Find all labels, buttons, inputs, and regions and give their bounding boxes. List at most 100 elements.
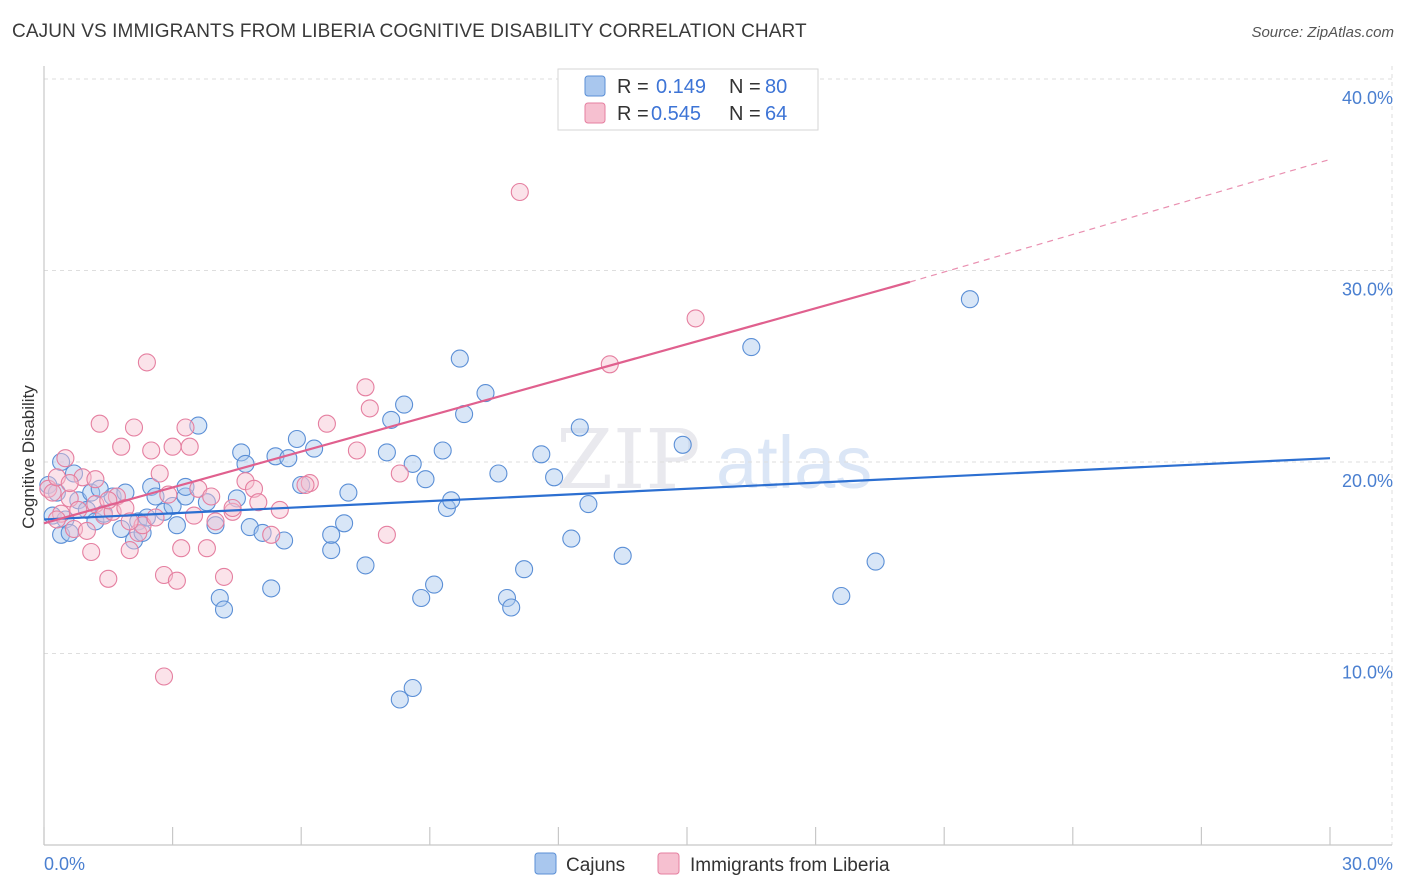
trend-line-liberia (43, 280, 911, 525)
point-liberia (167, 571, 186, 590)
point-cajun (866, 552, 885, 571)
point-liberia (377, 525, 396, 544)
point-liberia (137, 353, 156, 372)
trend-lines (43, 158, 1331, 525)
point-cajun (232, 443, 251, 462)
legend-r-label-liberia: R = (617, 103, 649, 125)
point-cajun (279, 449, 298, 468)
point-cajun (742, 338, 761, 357)
point-liberia (112, 437, 131, 456)
point-liberia (686, 309, 705, 328)
point-cajun (416, 470, 435, 489)
point-cajun (497, 588, 517, 608)
legend-r-value-liberia: 0.545 (651, 103, 701, 125)
point-cajun (476, 384, 495, 403)
data-points (39, 182, 979, 709)
point-liberia (43, 483, 62, 502)
point-cajun (64, 464, 84, 483)
axes: 10.0% 20.0% 30.0% 40.0% 0.0% 30.0% (43, 66, 1393, 874)
trend-line-cajun (43, 457, 1331, 521)
legend-n-value-liberia: 64 (765, 103, 787, 125)
point-liberia (86, 470, 105, 489)
point-liberia (510, 182, 529, 202)
point-cajun (322, 541, 341, 560)
point-cajun (960, 290, 979, 309)
point-liberia (142, 441, 161, 460)
point-cajun (832, 586, 851, 606)
point-liberia (60, 474, 79, 493)
point-liberia (90, 414, 109, 433)
point-cajun (390, 690, 409, 709)
point-liberia (206, 512, 225, 531)
point-cajun (227, 489, 246, 508)
y-axis-label: Cognitive Disability (19, 385, 38, 529)
watermark-atlas: atlas (716, 421, 872, 504)
point-liberia (262, 525, 281, 544)
point-cajun (412, 588, 431, 608)
point-liberia (202, 487, 221, 506)
point-liberia (223, 498, 242, 518)
point-cajun (425, 575, 444, 594)
point-liberia (150, 464, 169, 483)
point-cajun (532, 445, 551, 464)
point-cajun (167, 516, 186, 535)
y-tick-label: 10.0% (1342, 663, 1393, 683)
point-liberia (56, 449, 75, 468)
point-cajun (489, 464, 508, 483)
point-cajun (356, 556, 375, 575)
point-liberia (270, 500, 289, 519)
point-cajun (262, 579, 281, 598)
chart-title: CAJUN VS IMMIGRANTS FROM LIBERIA COGNITI… (12, 21, 807, 42)
legend-swatch-liberia (584, 102, 606, 124)
point-liberia (172, 539, 191, 558)
point-liberia (296, 475, 315, 495)
point-cajun (322, 525, 341, 544)
point-cajun (206, 516, 225, 535)
point-cajun (673, 435, 692, 454)
point-cajun (287, 429, 306, 449)
point-liberia (214, 567, 234, 586)
source-label: Source: ZipAtlas.com (1251, 24, 1394, 41)
point-liberia (360, 399, 379, 418)
point-cajun (403, 678, 422, 698)
legend-n-label-liberia: N = (729, 103, 761, 125)
trend-line-extension-liberia (909, 158, 1331, 283)
point-cajun (502, 598, 521, 617)
series-legend: Cajuns Immigrants from Liberia (534, 852, 890, 876)
legend-swatch-cajuns (584, 75, 606, 97)
point-cajun (570, 418, 589, 437)
point-liberia (146, 508, 165, 527)
point-liberia (120, 541, 139, 560)
y-tick-label: 30.0% (1342, 280, 1393, 300)
point-cajun (82, 483, 101, 502)
point-cajun (545, 468, 564, 487)
point-liberia (184, 506, 204, 525)
point-cajun (562, 529, 581, 548)
point-liberia (244, 479, 264, 498)
point-cajun (613, 546, 632, 565)
point-cajun (395, 395, 414, 414)
point-cajun (515, 560, 534, 579)
x-tick-label: 0.0% (44, 854, 85, 874)
point-liberia (390, 464, 409, 483)
point-cajun (450, 349, 469, 368)
point-liberia (99, 569, 118, 588)
point-liberia (249, 493, 268, 512)
point-cajun (214, 600, 234, 619)
bottom-legend-label-cajuns: Cajuns (566, 855, 625, 876)
legend-r-value-cajuns: 0.149 (656, 76, 706, 98)
point-liberia (82, 542, 101, 562)
point-cajun (377, 443, 396, 462)
point-cajun (382, 410, 401, 429)
stats-legend: R = 0.149 N = 80 R = 0.545 N = 64 (557, 68, 819, 131)
point-cajun (433, 441, 452, 460)
point-liberia (317, 414, 336, 433)
y-tick-label: 40.0% (1342, 88, 1393, 108)
legend-n-label-cajuns: N = (729, 76, 761, 98)
bottom-legend-swatch-liberia (657, 852, 680, 875)
point-liberia (120, 512, 139, 531)
point-cajun (339, 483, 358, 502)
bottom-legend-label-liberia: Immigrants from Liberia (690, 855, 890, 876)
point-liberia (197, 539, 216, 558)
y-tick-label: 20.0% (1342, 471, 1393, 491)
